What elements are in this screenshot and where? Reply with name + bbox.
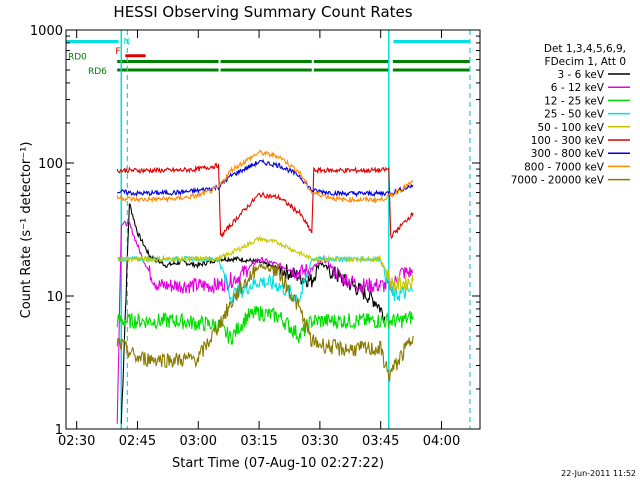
plot-frame (65, 29, 481, 430)
series-line (116, 162, 414, 240)
legend-entry: 300 - 800 keV (531, 148, 605, 160)
legend-entry: 6 - 12 keV (551, 82, 605, 94)
flag-label: F (115, 47, 120, 57)
series-line (117, 234, 414, 293)
legend-header: FDecim 1, Att 0 (545, 56, 626, 68)
night-markers (120, 30, 471, 429)
x-tick-label: 03:00 (180, 434, 217, 449)
series-line (120, 203, 386, 424)
flag-label: RD0 (68, 52, 87, 62)
legend-header: Det 1,3,4,5,6,9, (544, 43, 626, 55)
legend-entry: 12 - 25 keV (544, 95, 605, 107)
series-line (116, 305, 414, 345)
x-tick-label: 03:45 (362, 434, 399, 449)
x-tick-label: 03:15 (240, 434, 277, 449)
y-tick-label: 1 (55, 423, 63, 438)
status-flags: RD0RD6NF (66, 37, 470, 77)
y-axis-label: Count Rate (s⁻¹ detector⁻¹) (19, 142, 34, 319)
x-tick-label: 02:45 (119, 434, 156, 449)
chart-title: HESSI Observing Summary Count Rates (113, 3, 412, 21)
footer-date: 22-Jun-2011 11:52 (561, 469, 636, 478)
series-line (116, 220, 414, 424)
y-tick-label: 10 (46, 290, 63, 305)
series-line (116, 149, 414, 204)
flag-label: RD6 (88, 67, 107, 77)
x-axis-label: Start Time (07-Aug-10 02:27:22) (172, 456, 384, 471)
y-tick-label: 100 (38, 157, 63, 172)
x-tick-label: 04:00 (423, 434, 460, 449)
legend-entry: 7000 - 20000 keV (511, 175, 605, 187)
series-line (116, 254, 414, 305)
legend-entry: 800 - 7000 keV (524, 161, 605, 173)
x-tick-label: 03:30 (301, 434, 338, 449)
legend-entry: 25 - 50 keV (544, 109, 605, 121)
series-line (117, 158, 414, 198)
legend: Det 1,3,4,5,6,9,FDecim 1, Att 03 - 6 keV… (511, 43, 630, 187)
x-tick-label: 02:30 (58, 434, 95, 449)
legend-entry: 50 - 100 keV (537, 122, 604, 134)
legend-entry: 3 - 6 keV (557, 69, 604, 81)
axes: 02:30 02:45 03:00 03:15 03:30 03:45 04:00 1 10 10… (30, 24, 480, 449)
series-lines (116, 149, 414, 424)
legend-entry: 100 - 300 keV (531, 135, 605, 147)
y-tick-label: 1000 (30, 24, 63, 39)
series-line (116, 263, 414, 382)
